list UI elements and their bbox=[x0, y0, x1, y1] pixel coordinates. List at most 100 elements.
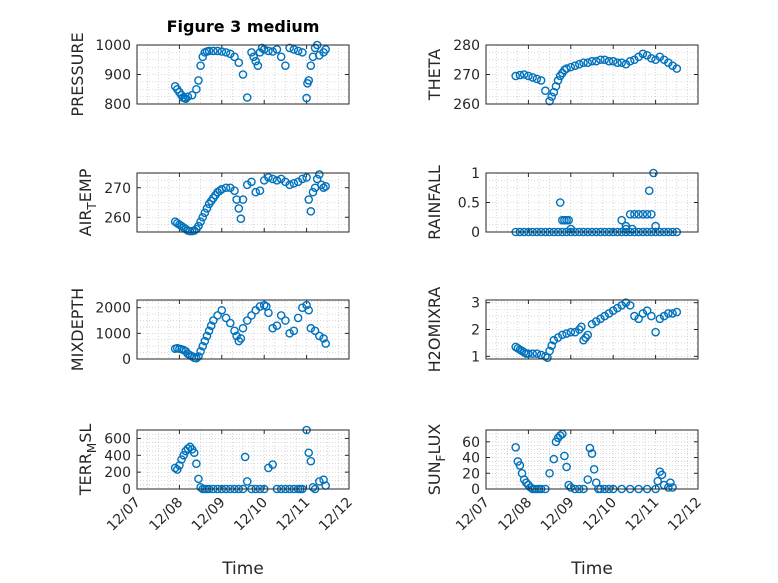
data-point bbox=[555, 198, 565, 207]
data-point bbox=[547, 92, 557, 101]
data-point bbox=[217, 184, 227, 194]
data-point bbox=[183, 92, 193, 101]
data-point bbox=[236, 334, 246, 343]
data-point bbox=[247, 48, 256, 57]
data-point bbox=[319, 183, 328, 193]
data-point bbox=[545, 468, 554, 478]
data-point bbox=[583, 330, 593, 340]
data-point bbox=[209, 46, 218, 56]
y-axis-label: AIRTEMP bbox=[76, 168, 99, 236]
data-point bbox=[242, 477, 252, 486]
data-point bbox=[310, 326, 320, 336]
data-point bbox=[315, 477, 324, 486]
data-point bbox=[558, 330, 567, 340]
data-point bbox=[249, 52, 258, 62]
series bbox=[170, 300, 330, 363]
data-point bbox=[255, 302, 265, 311]
data-point bbox=[194, 221, 203, 231]
data-point bbox=[306, 323, 316, 333]
y-tick-label: 0.5 bbox=[458, 196, 480, 212]
data-point bbox=[657, 470, 667, 480]
data-point bbox=[647, 53, 656, 63]
data-point bbox=[583, 475, 593, 484]
data-point bbox=[591, 317, 601, 326]
data-point bbox=[319, 334, 328, 343]
y-axis-label: MIXDEPTH bbox=[68, 288, 87, 371]
y-tick-label: 600 bbox=[104, 431, 131, 447]
data-point bbox=[600, 55, 610, 65]
data-point bbox=[268, 460, 277, 469]
data-point bbox=[221, 313, 231, 323]
x-tick-label: 12/12 bbox=[665, 495, 705, 535]
x-tick-label: 12/12 bbox=[316, 495, 356, 535]
data-point bbox=[560, 451, 569, 461]
data-point bbox=[604, 56, 614, 66]
data-point bbox=[272, 45, 282, 54]
data-point bbox=[304, 76, 314, 85]
y-tick-label: 270 bbox=[104, 181, 131, 197]
axes-2: 260 270 280 THETA bbox=[425, 38, 699, 113]
data-point bbox=[170, 463, 180, 473]
axes-box bbox=[485, 429, 699, 490]
series bbox=[511, 298, 682, 362]
data-point bbox=[613, 303, 622, 313]
data-point bbox=[587, 56, 597, 66]
y-tick-label: 260 bbox=[104, 210, 131, 226]
data-point bbox=[200, 208, 210, 218]
axes-box bbox=[136, 44, 350, 105]
data-point bbox=[562, 64, 571, 73]
axes-4: 0 0.5 1 RAINFALL bbox=[425, 165, 699, 241]
data-point bbox=[638, 209, 648, 219]
data-point bbox=[642, 306, 652, 316]
data-point bbox=[524, 349, 533, 358]
data-point bbox=[172, 465, 182, 474]
axes-box bbox=[136, 429, 350, 490]
y-axis-label: THETA bbox=[425, 49, 444, 101]
data-point bbox=[564, 215, 573, 225]
y-axis-label: SUNFLUX bbox=[425, 424, 448, 496]
data-point bbox=[621, 224, 631, 234]
data-point bbox=[187, 90, 197, 100]
x-tick-label: 12/09 bbox=[538, 495, 578, 535]
data-point bbox=[566, 224, 576, 234]
data-point bbox=[630, 311, 639, 321]
data-point bbox=[196, 217, 205, 226]
y-tick-label: 2 bbox=[471, 323, 480, 339]
data-point bbox=[304, 305, 314, 315]
data-point bbox=[321, 181, 330, 191]
data-point bbox=[562, 329, 571, 338]
y-axis-label: PRESSURE bbox=[68, 32, 87, 116]
data-point bbox=[289, 326, 299, 336]
data-point bbox=[617, 58, 626, 68]
x-tick-label: 12/10 bbox=[231, 495, 271, 535]
data-point bbox=[627, 224, 637, 234]
data-point bbox=[541, 86, 550, 96]
data-point bbox=[630, 209, 639, 219]
plot-area bbox=[137, 300, 349, 359]
data-point bbox=[553, 333, 563, 342]
data-point bbox=[204, 326, 214, 336]
y-tick-label: 1000 bbox=[95, 38, 131, 54]
data-point bbox=[268, 323, 277, 333]
y-axis-label: TERRMSL bbox=[76, 424, 99, 497]
data-point bbox=[306, 61, 316, 70]
data-point bbox=[198, 212, 208, 222]
data-point bbox=[625, 301, 635, 310]
axes-box bbox=[136, 299, 350, 360]
data-point bbox=[647, 311, 656, 321]
data-point bbox=[306, 456, 316, 466]
x-tick-label: 12/11 bbox=[623, 495, 663, 535]
y-tick-label: 2000 bbox=[95, 301, 131, 317]
data-point bbox=[264, 46, 273, 56]
data-point bbox=[304, 195, 314, 204]
data-point bbox=[591, 56, 601, 66]
y-tick-label: 20 bbox=[462, 466, 480, 482]
data-point bbox=[217, 305, 227, 315]
data-point bbox=[238, 195, 248, 204]
y-tick-label: 3 bbox=[471, 296, 480, 312]
data-point bbox=[196, 347, 205, 356]
data-point bbox=[528, 73, 537, 82]
data-point bbox=[247, 311, 256, 320]
